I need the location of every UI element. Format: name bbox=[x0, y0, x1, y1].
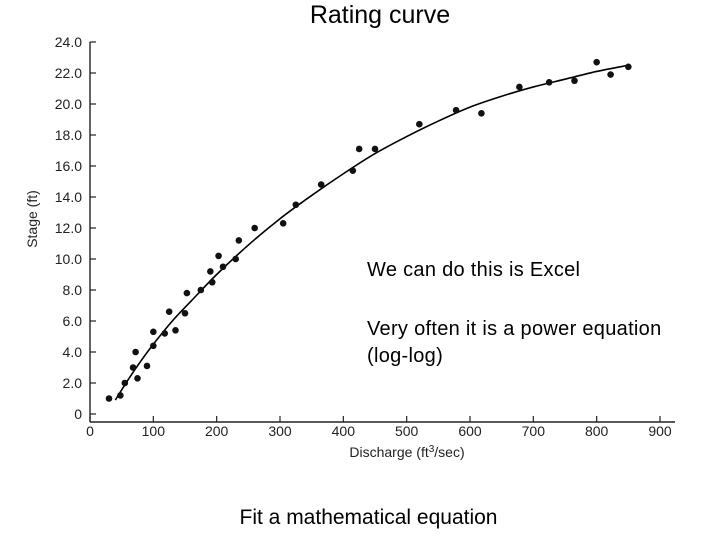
data-point bbox=[593, 58, 600, 66]
x-tick-label: 300 bbox=[268, 423, 292, 439]
data-point bbox=[571, 77, 578, 85]
y-axis-label: Stage (ft) bbox=[24, 190, 40, 248]
data-point bbox=[181, 309, 189, 317]
x-tick-label: 800 bbox=[585, 423, 609, 439]
data-point bbox=[117, 392, 124, 399]
data-point bbox=[355, 145, 363, 153]
y-tick-label: 12.0 bbox=[55, 220, 82, 236]
y-tick-label: 2.0 bbox=[63, 375, 83, 391]
data-point bbox=[161, 330, 169, 337]
data-point bbox=[207, 268, 214, 275]
y-tick-label: 0 bbox=[74, 406, 82, 422]
data-point bbox=[232, 255, 239, 263]
data-point bbox=[235, 237, 243, 244]
y-tick-label: 20.0 bbox=[55, 96, 82, 112]
data-point bbox=[279, 220, 287, 227]
data-point bbox=[172, 327, 179, 334]
data-point bbox=[317, 181, 325, 188]
y-tick-label: 18.0 bbox=[55, 127, 82, 143]
chart-title: Rating curve bbox=[309, 1, 451, 29]
y-tick-label: 6.0 bbox=[63, 313, 83, 329]
y-tick-label: 24.0 bbox=[55, 34, 82, 50]
data-point bbox=[349, 167, 357, 174]
y-tick-label: 22.0 bbox=[55, 65, 82, 81]
data-point bbox=[416, 120, 423, 128]
y-tick-label: 8.0 bbox=[63, 282, 83, 298]
data-point bbox=[150, 342, 157, 350]
y-tick-label: 4.0 bbox=[63, 344, 83, 360]
data-point bbox=[208, 278, 216, 286]
data-point bbox=[105, 395, 113, 402]
data-point bbox=[545, 79, 553, 86]
y-tick-label: 14.0 bbox=[55, 189, 82, 205]
data-point bbox=[219, 263, 227, 271]
x-tick-label: 500 bbox=[395, 423, 419, 439]
axes bbox=[89, 42, 675, 423]
data-point bbox=[121, 379, 129, 387]
data-point bbox=[134, 375, 141, 382]
data-point bbox=[150, 328, 157, 336]
data-points bbox=[105, 58, 632, 402]
data-point bbox=[292, 201, 300, 209]
data-point bbox=[625, 63, 632, 71]
x-tick-label: 0 bbox=[86, 423, 94, 439]
x-tick-label: 900 bbox=[648, 423, 672, 439]
tick-labels: 0 2.0 4.0 6.0 8.0 10.0 12.0 14.0 16.0 18.0 20.0 22.… bbox=[55, 34, 672, 439]
x-tick-label: 200 bbox=[205, 423, 229, 439]
data-point bbox=[516, 83, 523, 91]
x-tick-label: 400 bbox=[332, 423, 356, 439]
y-tick-label: 10.0 bbox=[55, 251, 82, 267]
x-axis-label: Discharge (ft3/sec) bbox=[349, 444, 464, 460]
data-point bbox=[478, 110, 485, 117]
note-power-equation: Very often it is a power equation (log-l… bbox=[367, 318, 662, 367]
data-point bbox=[452, 106, 460, 114]
data-point bbox=[215, 252, 222, 260]
data-point bbox=[183, 289, 191, 297]
data-point bbox=[129, 364, 137, 371]
x-tick-label: 600 bbox=[458, 423, 482, 439]
data-point bbox=[165, 308, 173, 316]
data-point bbox=[371, 145, 379, 153]
x-tick-label: 700 bbox=[522, 423, 546, 439]
data-point bbox=[251, 224, 258, 232]
y-tick-label: 16.0 bbox=[55, 158, 82, 174]
data-point bbox=[197, 286, 205, 294]
note-excel: We can do this is Excel bbox=[367, 259, 581, 281]
x-tick-label: 100 bbox=[142, 423, 166, 439]
fitted-curve bbox=[114, 64, 629, 401]
bottom-note: Fit a mathematical equation bbox=[239, 506, 498, 529]
data-point bbox=[143, 362, 151, 370]
data-point bbox=[132, 348, 139, 356]
data-point bbox=[607, 71, 614, 78]
